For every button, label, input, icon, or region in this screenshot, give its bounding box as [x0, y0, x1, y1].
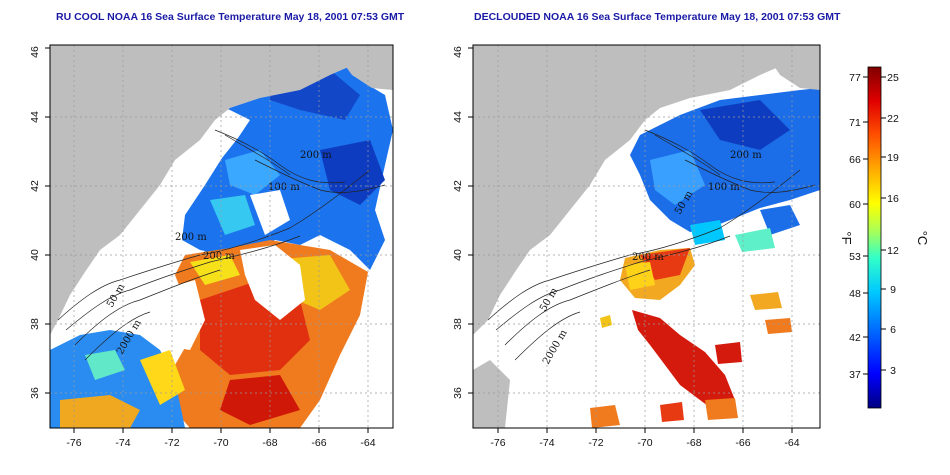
colorbar-f-label: 37 — [849, 369, 861, 381]
left-x-tick: -70 — [213, 437, 228, 449]
right-y-axis: 36 38 40 42 44 46 — [452, 46, 473, 399]
left-y-tick: 44 — [29, 111, 41, 123]
right-y-tick: 42 — [452, 180, 464, 192]
right-y-tick: 36 — [452, 387, 464, 399]
colorbar-f-label: 66 — [849, 154, 861, 166]
right-sst-blue-fragment — [760, 205, 800, 235]
left-cloud-1 — [240, 245, 305, 320]
colorbar-f-label: 71 — [849, 117, 861, 129]
colorbar-c-label: 16 — [887, 193, 899, 205]
right-panel-title: DECLOUDED NOAA 16 Sea Surface Temperatur… — [474, 11, 841, 23]
right-contour-label-4: 200 m — [730, 150, 762, 161]
left-contour-label-4: 200 m — [175, 232, 207, 243]
left-map-panel: 200 m 200 m 100 m 200 m 50 m 2000 m — [29, 44, 394, 449]
right-y-tick: 46 — [452, 46, 464, 58]
right-sst-red-core — [640, 248, 690, 280]
left-sst-yellow-strip — [190, 255, 240, 285]
right-x-tick: -66 — [735, 437, 750, 449]
right-y-tick: 40 — [452, 249, 464, 261]
right-x-tick: -68 — [686, 437, 701, 449]
right-sst-patch-south — [705, 398, 738, 420]
colorbar-c-label: 25 — [887, 72, 899, 84]
left-y-tick: 36 — [29, 387, 41, 399]
right-land-cape — [473, 360, 510, 428]
colorbar-celsius-unit: °C — [915, 231, 930, 246]
left-y-tick: 40 — [29, 249, 41, 261]
colorbar-gradient — [867, 66, 882, 409]
left-cloud-2 — [140, 280, 205, 350]
colorbar-f-label: 48 — [849, 288, 861, 300]
right-sst-patch-south-2 — [660, 402, 684, 422]
right-bathymetry-contours — [487, 129, 816, 361]
right-x-tick: -76 — [490, 437, 505, 449]
right-sst-patch-east — [750, 292, 782, 310]
colorbar-c-label: 9 — [890, 284, 896, 296]
right-sst-light-blue-patch — [650, 150, 705, 205]
right-sst-deep-blue-patch — [700, 100, 790, 150]
left-y-axis: 36 38 40 42 44 46 — [29, 46, 50, 399]
colorbar-c-label: 22 — [887, 113, 899, 125]
right-x-tick: -64 — [784, 437, 799, 449]
left-x-tick: -68 — [262, 437, 277, 449]
colorbar: 77 71 66 60 53 48 42 37 25 22 19 16 12 9… — [839, 66, 930, 409]
colorbar-fahrenheit-ticks: 77 71 66 60 53 48 42 37 — [849, 72, 868, 381]
right-y-tick: 38 — [452, 318, 464, 330]
left-cloud-3 — [250, 190, 290, 235]
colorbar-f-label: 42 — [849, 332, 861, 344]
left-land-mass — [50, 45, 393, 335]
right-land-mass — [473, 45, 820, 335]
left-y-tick: 46 — [29, 46, 41, 58]
left-x-tick: -76 — [66, 437, 81, 449]
right-map-frame — [472, 44, 821, 429]
left-x-axis: -76 -74 -72 -70 -68 -66 -64 — [66, 428, 376, 449]
colorbar-c-label: 12 — [887, 245, 899, 257]
left-sst-coastal-warm — [60, 395, 140, 428]
right-y-tick: 44 — [452, 111, 464, 123]
left-panel-title: RU COOL NOAA 16 Sea Surface Temperature … — [56, 11, 405, 23]
left-x-tick: -74 — [115, 437, 130, 449]
left-grid — [50, 45, 393, 428]
right-sst-cyan-fragment — [735, 228, 775, 252]
right-x-tick: -72 — [588, 437, 603, 449]
left-y-tick: 38 — [29, 318, 41, 330]
right-contour-label-2: 100 m — [708, 182, 740, 193]
colorbar-fahrenheit-unit: °F — [839, 231, 854, 244]
colorbar-f-label: 53 — [849, 251, 861, 263]
colorbar-c-label: 3 — [890, 365, 896, 377]
right-sst-patch-mid — [715, 342, 742, 364]
right-x-tick: -70 — [637, 437, 652, 449]
right-sst-dot — [600, 315, 612, 328]
right-sst-yellow-core — [625, 262, 655, 290]
right-x-axis: -76 -74 -72 -70 -68 -66 -64 — [490, 428, 800, 449]
colorbar-c-label: 6 — [890, 324, 896, 336]
right-grid — [473, 45, 820, 428]
right-sst-warm-filament — [632, 310, 735, 415]
right-contour-label-1: 200 m — [632, 252, 664, 263]
left-x-tick: -72 — [164, 437, 179, 449]
left-contour-label-2: 200 m — [300, 150, 332, 161]
left-sst-coastal-cyan — [85, 350, 125, 380]
left-sst-red-patch — [220, 375, 300, 425]
colorbar-celsius-ticks: 25 22 19 16 12 9 6 3 — [881, 72, 899, 377]
left-y-tick: 42 — [29, 180, 41, 192]
left-sst-light-blue-patch — [225, 150, 280, 195]
left-land-nova-scotia — [330, 45, 393, 90]
right-map-panel: 200 m 100 m 50 m 200 m 50 m 2000 m — [452, 44, 821, 449]
right-x-tick: -74 — [539, 437, 554, 449]
right-land-nova-scotia — [760, 45, 820, 90]
left-x-tick: -64 — [360, 437, 375, 449]
left-contour-label-3: 100 m — [268, 182, 300, 193]
left-sst-coastal-yellow — [140, 350, 185, 405]
right-sst-patch-sw — [590, 405, 620, 428]
right-sst-patch-east-2 — [765, 318, 792, 334]
colorbar-f-label: 77 — [849, 72, 861, 84]
left-bathymetry-contours — [57, 129, 386, 361]
left-x-tick: -66 — [311, 437, 326, 449]
colorbar-c-label: 19 — [887, 152, 899, 164]
colorbar-f-label: 60 — [849, 199, 861, 211]
left-contour-label-1: 200 m — [203, 251, 235, 262]
